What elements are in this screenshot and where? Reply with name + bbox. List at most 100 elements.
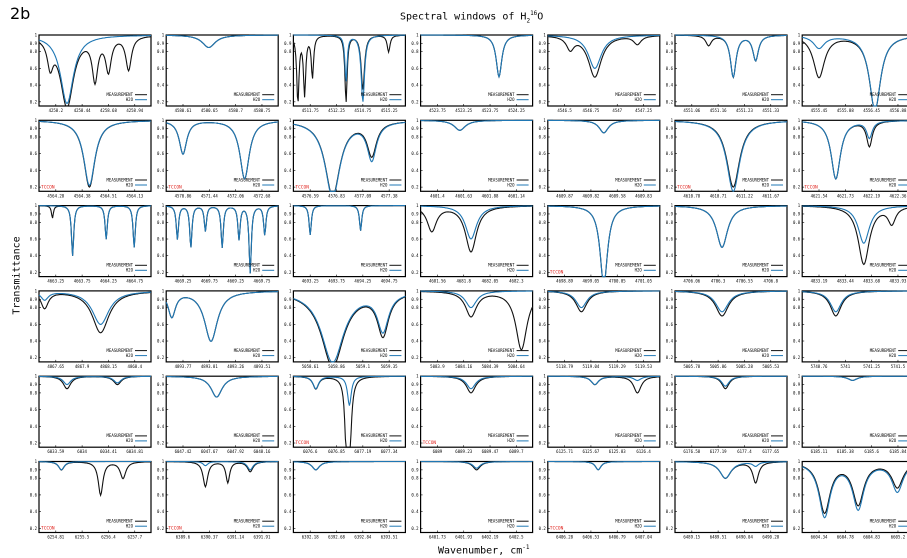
x-tick-label: 6257.7 <box>128 535 143 540</box>
legend-measurement-label: MEASUREMENT <box>743 177 770 182</box>
y-tick-label: 0.2 <box>30 99 38 104</box>
y-tick-label: 0.9 <box>666 467 674 472</box>
y-tick-label: 1 <box>798 374 801 379</box>
y-tick-label: 0.2 <box>539 441 547 446</box>
x-tick-label: 4693.25 <box>302 279 319 284</box>
legend-measurement-label: MEASUREMENT <box>743 92 770 97</box>
panel-frame <box>420 205 534 278</box>
x-tick-label: 6125.71 <box>556 449 573 454</box>
y-tick-label: 1 <box>35 459 38 464</box>
tccon-label: TCCON <box>423 440 437 446</box>
spectral-panel: 1 0.9 0.8 0.6 0.4 0.2 4555.45 4555.88 4556.45 455… <box>793 33 907 113</box>
measurement-series-line <box>293 460 406 471</box>
x-tick-label: 6392.84 <box>354 535 371 540</box>
h2o-model-series-line <box>675 461 788 479</box>
x-tick-label: 5119.29 <box>609 364 626 369</box>
spectral-panel: 1 0.9 0.8 0.6 0.4 0.2 5005.78 5005.86 5005.28 500… <box>666 288 788 369</box>
h2o-model-series-line <box>547 460 660 471</box>
y-tick-label: 0.4 <box>411 168 419 173</box>
panel-frame <box>165 460 279 534</box>
x-tick-label: 6407.04 <box>635 535 652 540</box>
y-tick-label: 0.8 <box>284 476 292 481</box>
measurement-series-line <box>293 296 406 363</box>
legend-measurement-label: MEASUREMENT <box>361 92 388 97</box>
x-tick-label: 4601.4 <box>430 193 445 198</box>
y-tick-label: 0.8 <box>793 476 801 481</box>
y-tick-label: 0.9 <box>157 211 165 216</box>
y-tick-label: 0.2 <box>157 355 165 360</box>
y-tick-label: 0.9 <box>793 211 801 216</box>
y-tick-label: 0.4 <box>539 339 547 344</box>
y-tick-label: 0.4 <box>666 339 674 344</box>
y-tick-label: 0.9 <box>411 41 419 46</box>
spectral-panel: 1 0.9 0.8 0.6 0.4 0.2 6392.18 6392.68 6392.84 639… <box>284 459 406 540</box>
y-tick-label: 0.2 <box>30 441 38 446</box>
y-tick-label: 1 <box>798 118 801 123</box>
y-tick-label: 0.9 <box>793 467 801 472</box>
x-tick-label: 5741.25 <box>863 364 880 369</box>
y-tick-label: 0.8 <box>666 390 674 395</box>
legend-measurement-label: MEASUREMENT <box>615 519 642 524</box>
legend-h2o-label: H2O <box>253 438 261 443</box>
spectral-panel: 1 0.9 0.8 0.6 0.4 0.2 4601.4 4601.63 4601.88 4601… <box>411 118 534 198</box>
x-tick-label: 4564.28 <box>47 193 64 198</box>
legend-h2o-label: H2O <box>380 353 388 358</box>
y-tick-label: 1 <box>543 459 546 464</box>
x-tick-label: 4663.75 <box>74 279 91 284</box>
h2o-model-series-line <box>802 36 907 107</box>
legend-measurement-label: MEASUREMENT <box>743 263 770 268</box>
legend-h2o-label: H2O <box>889 268 897 273</box>
y-tick-label: 0.6 <box>539 407 547 412</box>
legend-h2o-label: H2O <box>889 524 897 529</box>
x-tick-label: 4546.75 <box>582 108 599 113</box>
y-tick-label: 0.8 <box>30 135 38 140</box>
y-tick-label: 0.9 <box>157 297 165 302</box>
h2o-model-series-line <box>547 375 660 386</box>
spectral-panel: 1 0.9 0.8 0.6 0.4 0.2 6185.11 6185.38 6185.6 6185… <box>793 374 907 454</box>
measurement-series-line <box>39 205 151 256</box>
x-tick-label: 4893.26 <box>227 364 244 369</box>
x-tick-label: 6176.58 <box>683 449 700 454</box>
panel-frame <box>292 290 406 363</box>
legend-measurement-label: MEASUREMENT <box>488 92 515 97</box>
measurement-series-line <box>547 375 660 394</box>
y-tick-label: 0.6 <box>539 66 547 71</box>
spectral-panel: 1 0.9 0.8 0.6 0.4 0.2 4523.75 4523.25 4523.75 452… <box>411 33 534 113</box>
x-tick-label: 4694.25 <box>354 279 371 284</box>
y-tick-label: 0.8 <box>793 135 801 140</box>
legend-measurement-label: MEASUREMENT <box>361 348 388 353</box>
y-tick-label: 1 <box>543 374 546 379</box>
x-tick-label: 6077.34 <box>381 449 398 454</box>
x-tick-label: 4867.65 <box>47 364 64 369</box>
x-tick-label: 6047.92 <box>227 449 244 454</box>
y-tick-label: 0.6 <box>284 66 292 71</box>
y-tick-label: 0.9 <box>793 126 801 131</box>
x-tick-label: 5118.79 <box>556 364 573 369</box>
y-tick-label: 0.6 <box>666 151 674 156</box>
figure-title: Spectral windows of H216O <box>400 10 543 24</box>
x-tick-label: 6490.28 <box>762 535 779 540</box>
y-tick-label: 0.9 <box>284 126 292 131</box>
y-tick-label: 0.6 <box>30 492 38 497</box>
x-tick-label: 4893.81 <box>201 364 218 369</box>
x-tick-label: 4706.3 <box>711 279 726 284</box>
h2o-model-series-line <box>166 460 279 471</box>
y-tick-label: 0.8 <box>284 220 292 225</box>
y-tick-label: 0.2 <box>411 441 419 446</box>
y-tick-label: 1 <box>35 33 38 38</box>
legend-measurement-label: MEASUREMENT <box>234 92 261 97</box>
y-tick-label: 1 <box>543 33 546 38</box>
x-tick-label: 4572.68 <box>254 193 271 198</box>
y-tick-label: 1 <box>35 203 38 208</box>
y-tick-label: 0.6 <box>157 407 165 412</box>
x-tick-label: 4523.75 <box>429 108 446 113</box>
tccon-label: TCCON <box>550 270 564 276</box>
panel-frame <box>165 375 279 448</box>
y-tick-label: 0.6 <box>411 151 419 156</box>
spectral-panel: 1 0.9 0.8 0.6 0.4 0.2 6033.59 6034 6034.41 6034.8… <box>30 374 152 454</box>
h2o-model-series-line <box>675 121 787 193</box>
y-tick-label: 0.4 <box>539 83 547 88</box>
panel-frame <box>38 290 152 363</box>
y-tick-label: 0.9 <box>539 211 547 216</box>
